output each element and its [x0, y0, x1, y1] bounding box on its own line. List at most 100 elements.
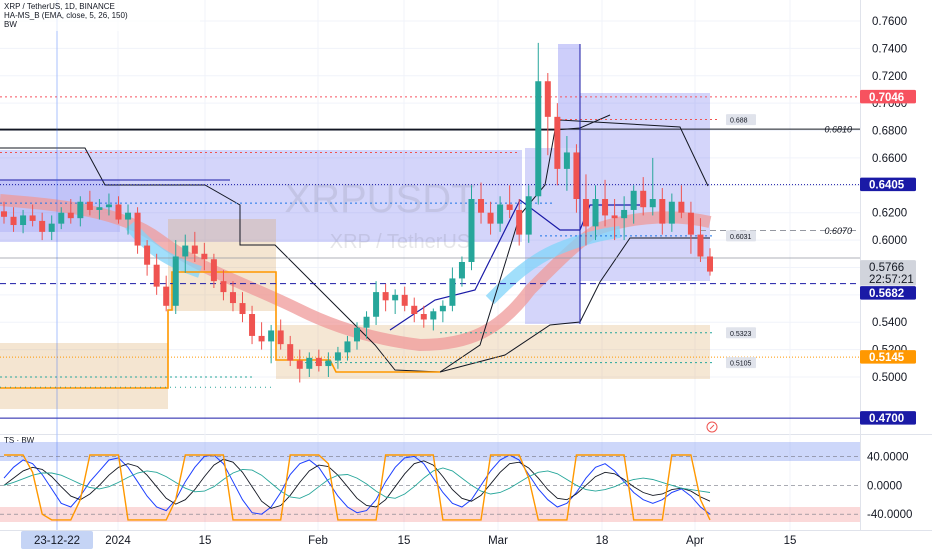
price-badge-0: 0.7046: [860, 89, 916, 104]
candle-body: [325, 360, 332, 367]
legend-indicator-2[interactable]: BW: [4, 20, 17, 29]
candle: [1, 201, 7, 224]
time-label: 15: [199, 535, 212, 547]
candle: [430, 308, 437, 331]
candle: [182, 234, 189, 273]
candle: [363, 311, 370, 339]
ema-ribbon-red: [0, 194, 712, 352]
candle-body: [334, 352, 341, 361]
candle-body: [668, 201, 675, 224]
price-badge-4: 0.5682: [860, 286, 916, 300]
candle-body: [544, 81, 551, 117]
candle-body: [478, 199, 485, 213]
blue-zone-4: [558, 44, 580, 148]
candle: [478, 182, 485, 224]
price-axis[interactable]: 0.76000.74000.72000.70000.68000.66000.64…: [860, 16, 916, 425]
time-label: 18: [596, 535, 609, 547]
candle-body: [96, 207, 103, 210]
candle-body: [630, 190, 637, 210]
candle-body: [697, 234, 704, 257]
candle: [544, 73, 551, 156]
candle-body: [687, 212, 694, 235]
legend-symbol[interactable]: XRP / TetherUS, 1D, BINANCE: [4, 2, 115, 11]
time-highlight: [21, 531, 93, 549]
oscillator-series-3: [4, 454, 711, 521]
candle-body: [258, 335, 265, 342]
level-label-0: 0.6810: [824, 125, 852, 135]
candle: [611, 199, 618, 241]
candle: [153, 253, 160, 295]
price-badge-bg: [860, 286, 916, 300]
price-badge-3: 22:57:21: [860, 272, 916, 286]
level-tag-2: 0.5323: [726, 327, 756, 339]
price-tick: 0.6000: [872, 235, 907, 247]
price-tick: 0.7200: [872, 71, 907, 83]
candle-body: [277, 330, 284, 345]
candle-body: [77, 201, 84, 219]
candle-body: [401, 294, 408, 306]
candle: [344, 335, 351, 361]
level-tag-1: 0.6031: [726, 230, 756, 242]
candle: [134, 207, 141, 254]
candle: [20, 209, 27, 234]
candle-body: [611, 215, 618, 219]
candle-body: [210, 259, 217, 282]
candle: [401, 286, 408, 312]
time-label: 15: [398, 535, 411, 547]
candle: [239, 292, 246, 323]
candle-body: [678, 201, 685, 213]
candle-body: [468, 199, 475, 262]
price-badge-text: 22:57:21: [869, 274, 914, 286]
candle-body: [144, 245, 151, 265]
price-tick: 0.6600: [872, 153, 907, 165]
candle: [649, 157, 656, 216]
time-axis[interactable]: 23-12-22 2024 15 Feb 15 Mar 18 Apr 15: [21, 531, 796, 549]
candle-body: [125, 212, 132, 220]
candle: [268, 324, 275, 364]
candle: [115, 196, 122, 224]
price-badge-bg: [860, 350, 916, 364]
candle: [201, 242, 208, 271]
candle-body: [268, 330, 275, 342]
candle-body: [354, 327, 360, 342]
candle-body: [229, 292, 236, 304]
price-badge-bg: [860, 89, 916, 104]
oscillator-pane: [0, 435, 860, 529]
candle-body: [439, 305, 446, 312]
oscillator-title[interactable]: TS · BW: [4, 436, 35, 445]
oscillator-tick: 0.0000: [867, 480, 902, 492]
candle: [315, 349, 322, 372]
price-tick: 0.5000: [872, 372, 907, 384]
candle: [325, 352, 332, 377]
candle-body: [506, 204, 513, 210]
candle: [449, 267, 456, 312]
candle: [258, 322, 265, 350]
candle: [77, 196, 84, 227]
candle-body: [20, 215, 27, 226]
candle: [506, 185, 513, 219]
candle: [592, 185, 599, 241]
candle: [621, 196, 628, 241]
candle-body: [287, 344, 294, 361]
candle: [458, 256, 465, 287]
candle-body: [535, 81, 542, 197]
price-badge-bg: [860, 411, 916, 425]
price-badge-bg: [860, 272, 916, 286]
oscillator-axis[interactable]: 40.0000 0.0000 -40.0000: [867, 451, 912, 521]
candle-body: [220, 281, 227, 293]
candle: [354, 322, 360, 350]
candle: [382, 283, 389, 312]
price-badge-bg: [860, 177, 916, 192]
candle: [563, 136, 570, 191]
alert-clock-icon[interactable]: [706, 421, 718, 433]
candle: [411, 297, 418, 323]
candle: [487, 201, 494, 235]
price-badge-5: 0.5145: [860, 350, 916, 364]
legend-indicator-1[interactable]: HA-MS_B (EMA, close, 5, 26, 150): [4, 11, 128, 20]
candle: [687, 201, 694, 254]
candle: [58, 207, 65, 230]
candle-body: [420, 314, 427, 320]
candle: [287, 335, 294, 367]
candle-body: [344, 341, 351, 353]
